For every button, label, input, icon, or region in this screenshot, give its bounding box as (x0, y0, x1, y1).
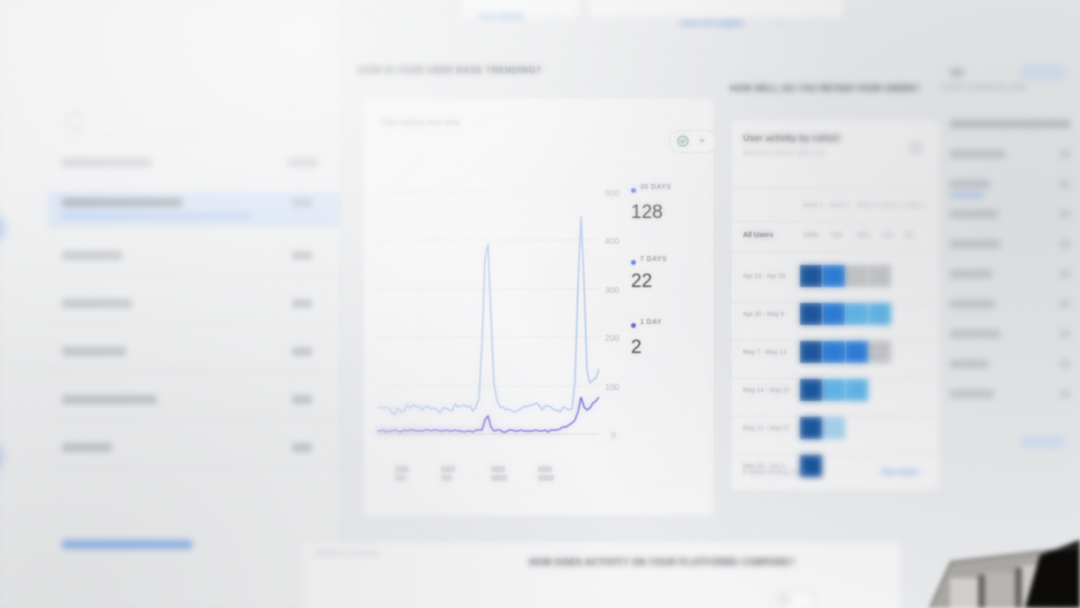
svg-text:300: 300 (605, 285, 619, 295)
svg-text:500: 500 (605, 188, 619, 198)
svg-text:100: 100 (605, 382, 619, 392)
svg-text:0: 0 (611, 430, 616, 440)
svg-text:400: 400 (605, 236, 619, 246)
svg-text:200: 200 (605, 333, 619, 343)
